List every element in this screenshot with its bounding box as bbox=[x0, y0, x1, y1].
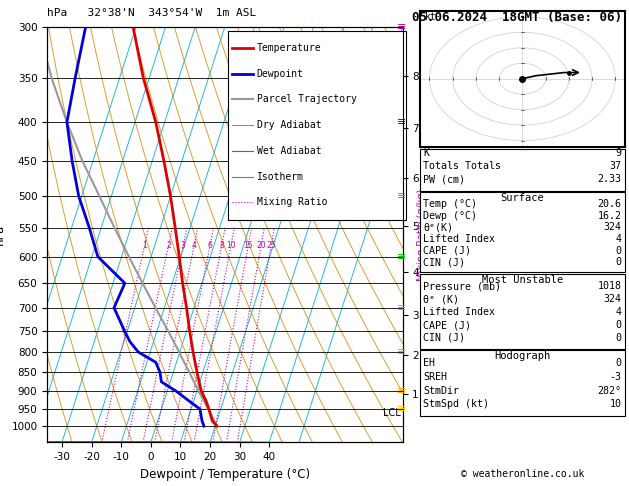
Text: 8: 8 bbox=[220, 241, 224, 250]
Text: ≡: ≡ bbox=[397, 117, 406, 127]
Text: 37: 37 bbox=[610, 161, 621, 171]
Text: ≡: ≡ bbox=[397, 22, 406, 32]
Text: -3: -3 bbox=[610, 372, 621, 382]
Text: 4: 4 bbox=[615, 234, 621, 244]
Text: ≡: ≡ bbox=[397, 404, 406, 414]
Text: 0: 0 bbox=[615, 358, 621, 368]
Text: StmSpd (kt): StmSpd (kt) bbox=[423, 399, 489, 410]
Text: StmDir: StmDir bbox=[423, 386, 459, 396]
Text: K: K bbox=[423, 148, 430, 158]
Text: Pressure (mb): Pressure (mb) bbox=[423, 281, 501, 291]
Text: 324: 324 bbox=[603, 223, 621, 232]
Text: 0: 0 bbox=[615, 257, 621, 267]
Text: Mixing Ratio: Mixing Ratio bbox=[257, 197, 327, 208]
Text: 0: 0 bbox=[615, 333, 621, 343]
Text: Dry Adiabat: Dry Adiabat bbox=[257, 120, 321, 130]
Text: Isotherm: Isotherm bbox=[257, 172, 304, 182]
Text: Temperature: Temperature bbox=[257, 43, 321, 53]
Text: CIN (J): CIN (J) bbox=[423, 333, 465, 343]
Y-axis label: hPa: hPa bbox=[0, 224, 6, 245]
Text: © weatheronline.co.uk: © weatheronline.co.uk bbox=[460, 469, 584, 479]
Text: 2.33: 2.33 bbox=[598, 174, 621, 184]
Text: 282°: 282° bbox=[598, 386, 621, 396]
Text: Hodograph: Hodograph bbox=[494, 351, 550, 362]
Text: 25: 25 bbox=[267, 241, 276, 250]
Text: SREH: SREH bbox=[423, 372, 447, 382]
Text: PW (cm): PW (cm) bbox=[423, 174, 465, 184]
Text: 3: 3 bbox=[181, 241, 186, 250]
Text: ≡: ≡ bbox=[397, 347, 406, 357]
Text: 16.2: 16.2 bbox=[598, 211, 621, 221]
Text: LCL: LCL bbox=[383, 408, 401, 418]
Y-axis label: km
ASL: km ASL bbox=[437, 224, 457, 245]
Text: hPa   32°38'N  343°54'W  1m ASL: hPa 32°38'N 343°54'W 1m ASL bbox=[47, 8, 257, 18]
Text: ≡: ≡ bbox=[397, 191, 406, 201]
Text: EH: EH bbox=[423, 358, 435, 368]
Text: ≡: ≡ bbox=[397, 252, 406, 261]
Text: 9: 9 bbox=[615, 148, 621, 158]
X-axis label: Dewpoint / Temperature (°C): Dewpoint / Temperature (°C) bbox=[140, 468, 310, 481]
Text: Mixing Ratio (g/kg): Mixing Ratio (g/kg) bbox=[417, 189, 427, 280]
Text: 05.06.2024  18GMT (Base: 06): 05.06.2024 18GMT (Base: 06) bbox=[412, 11, 622, 24]
Text: 324: 324 bbox=[603, 294, 621, 304]
Text: 4: 4 bbox=[615, 307, 621, 317]
Text: Wet Adiabat: Wet Adiabat bbox=[257, 146, 321, 156]
Text: Totals Totals: Totals Totals bbox=[423, 161, 501, 171]
Text: θᵉ (K): θᵉ (K) bbox=[423, 294, 459, 304]
FancyBboxPatch shape bbox=[228, 31, 406, 220]
Text: kt: kt bbox=[425, 12, 437, 22]
Text: Parcel Trajectory: Parcel Trajectory bbox=[257, 94, 357, 104]
Text: CAPE (J): CAPE (J) bbox=[423, 245, 471, 256]
Text: 1: 1 bbox=[142, 241, 147, 250]
Text: Surface: Surface bbox=[501, 193, 544, 203]
Text: 0: 0 bbox=[615, 245, 621, 256]
Text: θᵉ(K): θᵉ(K) bbox=[423, 223, 454, 232]
Text: CIN (J): CIN (J) bbox=[423, 257, 465, 267]
Text: 20: 20 bbox=[256, 241, 266, 250]
Text: 10: 10 bbox=[226, 241, 236, 250]
Text: 1018: 1018 bbox=[598, 281, 621, 291]
Text: Dewpoint: Dewpoint bbox=[257, 69, 304, 79]
Text: ≡: ≡ bbox=[397, 303, 406, 313]
Text: 20.6: 20.6 bbox=[598, 199, 621, 209]
Text: 10: 10 bbox=[610, 399, 621, 410]
Text: Lifted Index: Lifted Index bbox=[423, 234, 495, 244]
Text: 15: 15 bbox=[243, 241, 253, 250]
Text: CAPE (J): CAPE (J) bbox=[423, 320, 471, 330]
Text: Lifted Index: Lifted Index bbox=[423, 307, 495, 317]
Text: ≡: ≡ bbox=[397, 386, 406, 396]
Text: 0: 0 bbox=[615, 320, 621, 330]
Text: 4: 4 bbox=[192, 241, 196, 250]
Text: Dewp (°C): Dewp (°C) bbox=[423, 211, 477, 221]
Text: Most Unstable: Most Unstable bbox=[482, 275, 563, 285]
Text: Temp (°C): Temp (°C) bbox=[423, 199, 477, 209]
Text: 6: 6 bbox=[208, 241, 213, 250]
Text: 2: 2 bbox=[166, 241, 171, 250]
